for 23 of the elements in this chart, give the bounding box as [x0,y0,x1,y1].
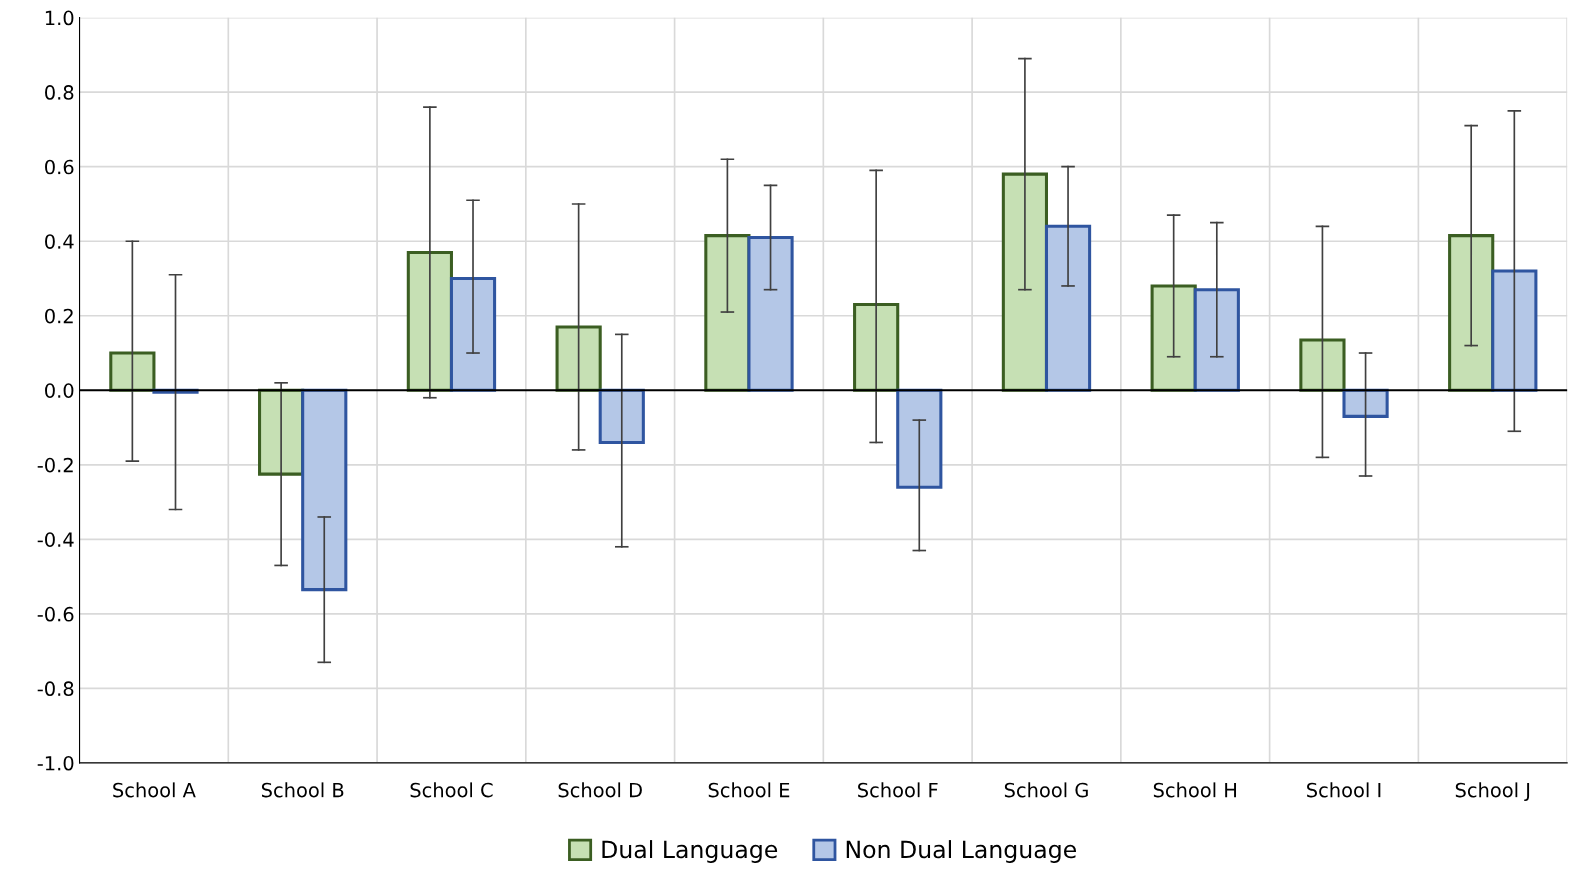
y-tick-label: 0.4 [45,234,74,249]
x-tick-label: School B [261,782,344,798]
y-tick-label: 0.0 [45,383,74,398]
legend-label: Non Dual Language [846,840,1076,863]
x-tick-label: School D [558,782,642,798]
x-tick-label: School H [1153,782,1236,798]
y-tick-label: -0.6 [37,606,74,622]
y-tick-label: -0.2 [37,457,73,473]
y-tick-label: -0.4 [37,532,74,548]
y-tick-label: -1.0 [37,755,74,771]
y-tick-label: 0.6 [45,159,74,175]
x-tick-label: School E [708,782,790,798]
x-tick-label: School G [1004,782,1088,798]
y-tick-label: 0.8 [45,85,74,100]
y-tick-label: 1.0 [45,10,74,26]
y-tick-label: 0.2 [45,308,73,324]
x-tick-label: School F [858,782,938,798]
x-tick-label: School C [410,782,493,798]
x-tick-label: School I [1307,782,1381,798]
x-tick-label: School J [1455,782,1530,802]
legend-label: Dual Language [602,840,778,863]
x-tick-label: School A [113,782,196,798]
y-tick-label: -0.8 [37,681,74,697]
